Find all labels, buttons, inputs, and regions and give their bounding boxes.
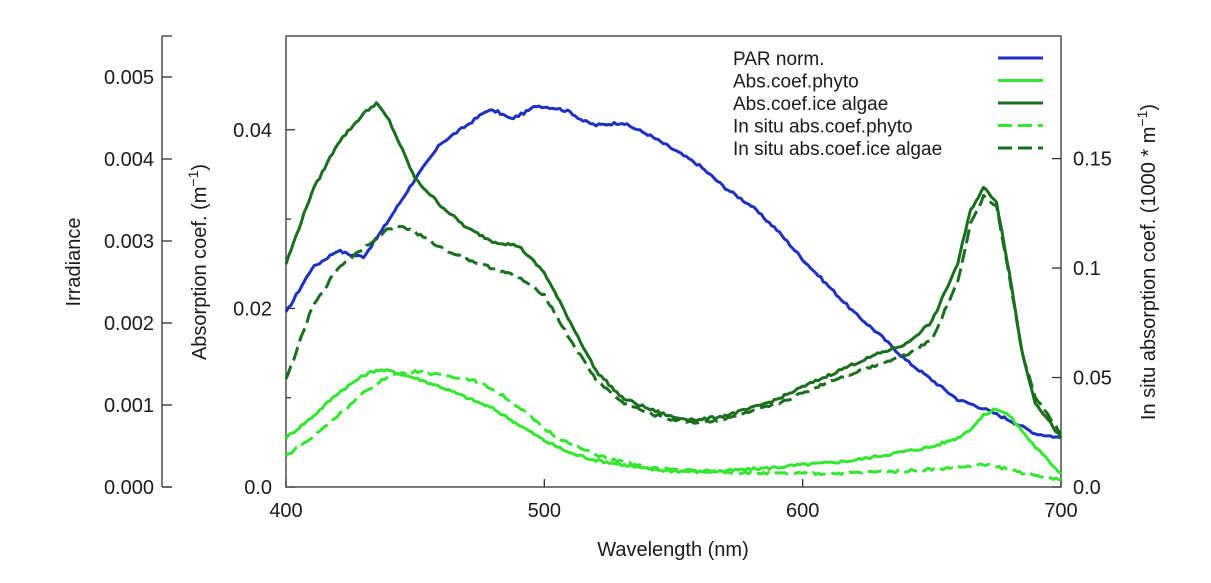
in-situ-axis-title-main: In situ absorption coef. (1000 * m [1138, 127, 1160, 421]
x-axis: 400 500 600 700 [269, 479, 1078, 522]
series-layer [284, 101, 1063, 482]
series-line-par-norm- [284, 104, 1062, 440]
x-axis-title: Wavelength (nm) [597, 539, 749, 561]
x-tick-label: 400 [269, 500, 302, 522]
in-situ-tick-label: 0.0 [1073, 477, 1101, 499]
legend-label: In situ abs.coef.phyto [733, 117, 913, 138]
x-tick-label: 700 [1044, 500, 1077, 522]
series-line-abs-coef-phyto [284, 368, 1062, 475]
irradiance-tick-label: 0.000 [104, 477, 154, 499]
irradiance-tick-label: 0.001 [104, 395, 154, 417]
in-situ-tick-label: 0.1 [1073, 258, 1101, 280]
absorption-tick-label: 0.04 [233, 120, 272, 142]
x-tick-label: 600 [786, 500, 819, 522]
in-situ-tick-label: 0.05 [1073, 368, 1112, 390]
in-situ-axis-title: In situ absorption coef. (1000 * m−1) [1134, 104, 1160, 420]
absorption-tick-label: 0.0 [244, 477, 272, 499]
legend-label: Abs.coef.ice algae [733, 94, 888, 115]
in-situ-axis: 0.0 0.05 0.1 0.15 [1052, 149, 1112, 499]
legend-label: Abs.coef.phyto [733, 72, 859, 93]
series-line-in-situ-abs-coef-phyto [285, 369, 1062, 482]
in-situ-axis-title-end: ) [1138, 104, 1160, 111]
in-situ-axis-title-superscript: −1 [1134, 110, 1150, 126]
irradiance-tick-label: 0.004 [104, 149, 154, 171]
irradiance-tick-label: 0.003 [104, 231, 154, 253]
absorption-axis: 0.0 0.02 0.04 [233, 120, 295, 499]
irradiance-tick-label: 0.002 [104, 313, 154, 335]
absorption-axis-title: Absorption coef. (m−1) [185, 164, 211, 360]
in-situ-tick-label: 0.15 [1073, 149, 1112, 171]
x-tick-label: 500 [528, 500, 561, 522]
irradiance-axis: 0.000 0.001 0.002 0.003 0.004 0.005 Irradianc… [63, 35, 172, 499]
absorption-tick-label: 0.02 [233, 298, 272, 320]
legend-label: In situ abs.coef.ice algae [733, 139, 942, 160]
absorption-axis-title-end: ) [189, 164, 211, 171]
series-line-in-situ-abs-coef-ice-algae [284, 193, 1063, 435]
irradiance-tick-label: 0.005 [104, 67, 154, 89]
series-line-abs-coef-ice-algae [284, 101, 1063, 439]
legend-label: PAR norm. [733, 49, 825, 70]
absorption-axis-title-main: Absorption coef. (m [189, 187, 211, 360]
irradiance-axis-title: Irradiance [63, 218, 85, 307]
absorption-axis-title-superscript: −1 [185, 170, 201, 186]
